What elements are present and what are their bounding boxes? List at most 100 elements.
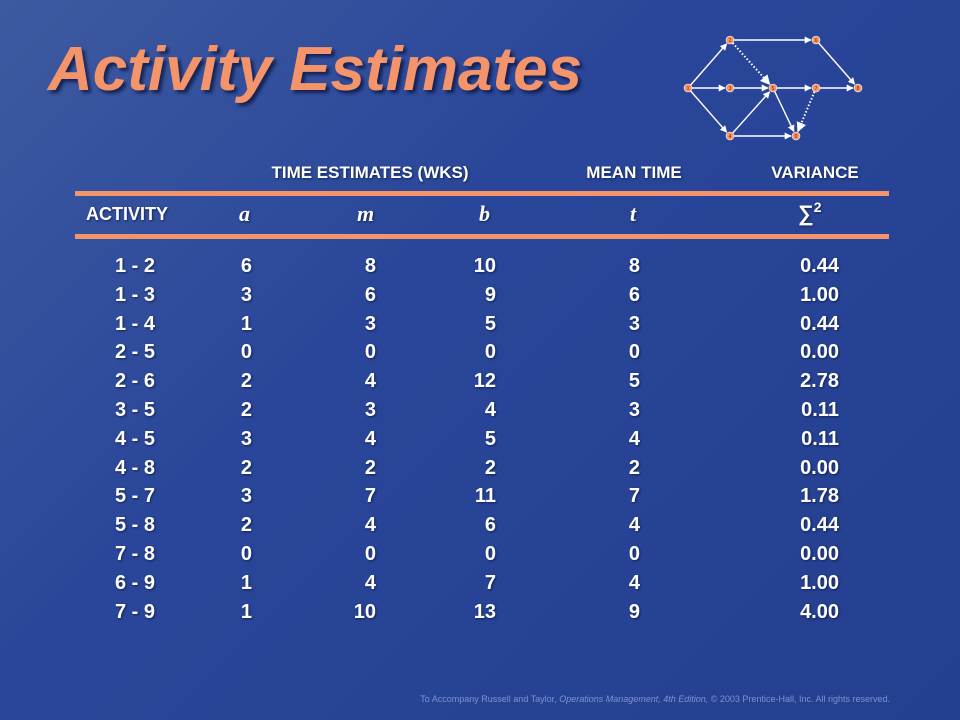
b-cell: 12	[473, 370, 496, 393]
activity-cell: 1 - 2	[114, 255, 155, 277]
activity-cell: 5 - 7	[114, 485, 155, 508]
a-cell: 2	[240, 370, 252, 393]
activity-cell: 1 - 3	[114, 283, 155, 306]
variance-cell: 4.00	[800, 600, 839, 623]
network-node-2: 2	[725, 35, 735, 45]
network-node-label: 4	[729, 134, 732, 140]
variance-cell: 0.44	[800, 255, 839, 277]
t-cell: 8	[628, 255, 640, 277]
variance-cell: 1.78	[800, 485, 839, 508]
a-cell: 2	[240, 456, 252, 479]
sigma-symbol: ∑	[798, 200, 814, 226]
activity-cell: 2 - 6	[114, 370, 155, 393]
t-cell: 5	[628, 370, 640, 393]
m-cell: 4	[364, 427, 376, 450]
t-cell: 9	[628, 600, 640, 623]
variance-cell: 1.00	[800, 571, 839, 594]
activity-cell: 4 - 8	[114, 456, 155, 479]
m-cell: 3	[364, 399, 376, 421]
activity-cell: 6 - 9	[114, 571, 155, 594]
network-node-7: 7	[811, 83, 821, 93]
mean-time-header: MEAN TIME	[586, 163, 682, 182]
network-node-4: 4	[725, 131, 735, 141]
header-top-rule	[75, 191, 889, 196]
b-cell: 11	[474, 485, 496, 508]
a-cell: 6	[240, 255, 252, 277]
t-cell: 7	[628, 485, 640, 508]
activity-cell: 1 - 4	[114, 312, 155, 335]
variance-cell: 0.44	[800, 312, 839, 335]
network-node-label: 5	[772, 86, 775, 92]
network-edge-5-9	[774, 91, 795, 133]
a-cell: 3	[240, 485, 252, 508]
m-cell: 4	[364, 514, 376, 537]
network-node-8: 8	[853, 83, 863, 93]
b-cell: 0	[484, 341, 496, 364]
b-column-header: b	[479, 201, 490, 226]
t-column-header: t	[630, 201, 637, 226]
t-cell: 4	[628, 571, 640, 594]
footer-credit: To Accompany Russell and Taylor, Operati…	[420, 694, 890, 704]
t-cell: 3	[628, 399, 640, 421]
m-cell: 10	[353, 600, 376, 623]
b-cell: 6	[484, 514, 496, 537]
b-cell: 10	[473, 255, 496, 277]
activity-cell: 3 - 5	[114, 399, 155, 421]
network-node-label: 1	[687, 86, 690, 92]
network-node-label: 3	[729, 86, 732, 92]
t-cell: 0	[628, 341, 640, 364]
m-cell: 0	[364, 341, 376, 364]
b-cell: 5	[484, 427, 496, 450]
network-node-3: 3	[725, 83, 735, 93]
m-cell: 8	[364, 255, 376, 277]
b-cell: 4	[484, 399, 496, 421]
slide-title: Activity Estimates	[48, 35, 583, 104]
variance-column-header: ∑2	[798, 199, 821, 226]
m-cell: 0	[364, 543, 376, 565]
t-cell: 3	[628, 312, 640, 335]
t-cell: 4	[628, 514, 640, 537]
variance-cell: 0.00	[800, 456, 839, 479]
m-cell: 2	[364, 456, 376, 479]
a-cell: 3	[240, 427, 252, 450]
activity-column-header: ACTIVITY	[86, 204, 169, 224]
a-cell: 3	[240, 283, 252, 306]
variance-cell: 0.11	[801, 427, 839, 450]
m-cell: 4	[364, 571, 376, 594]
m-cell: 7	[364, 485, 376, 508]
activity-cell: 5 - 8	[114, 514, 155, 537]
project-network-diagram: 1 2 3 4 5 6 7 8 9	[683, 35, 863, 141]
a-cell: 1	[240, 312, 252, 335]
variance-cell: 0.00	[800, 341, 839, 364]
m-cell: 6	[364, 283, 376, 306]
variance-cell: 2.78	[800, 370, 839, 393]
b-cell: 9	[484, 283, 496, 306]
variance-cell: 0.11	[801, 399, 839, 421]
network-edge-2-5	[731, 42, 771, 86]
activity-cell: 4 - 5	[114, 427, 155, 450]
variance-cell: 1.00	[800, 283, 839, 306]
variance-header: VARIANCE	[771, 163, 859, 182]
m-cell: 4	[364, 370, 376, 393]
t-cell: 2	[628, 456, 640, 479]
activity-cell: 2 - 5	[114, 341, 155, 364]
network-node-9: 9	[791, 131, 801, 141]
network-node-6: 6	[811, 35, 821, 45]
b-cell: 0	[484, 543, 496, 565]
network-node-label: 9	[795, 134, 798, 140]
t-cell: 0	[628, 543, 640, 565]
a-cell: 1	[240, 571, 252, 594]
m-cell: 3	[364, 312, 376, 335]
network-node-label: 7	[815, 86, 818, 92]
b-cell: 7	[484, 571, 496, 594]
header-bottom-rule	[75, 234, 889, 239]
network-node-label: 8	[857, 86, 860, 92]
network-node-label: 2	[729, 38, 732, 44]
network-edge-4-5	[732, 91, 771, 134]
variance-cell: 0.44	[800, 514, 839, 537]
a-cell: 2	[240, 514, 252, 537]
activity-cell: 7 - 8	[114, 543, 155, 565]
a-cell: 0	[240, 341, 252, 364]
network-edge-1-2	[690, 43, 728, 86]
b-cell: 13	[473, 600, 496, 623]
